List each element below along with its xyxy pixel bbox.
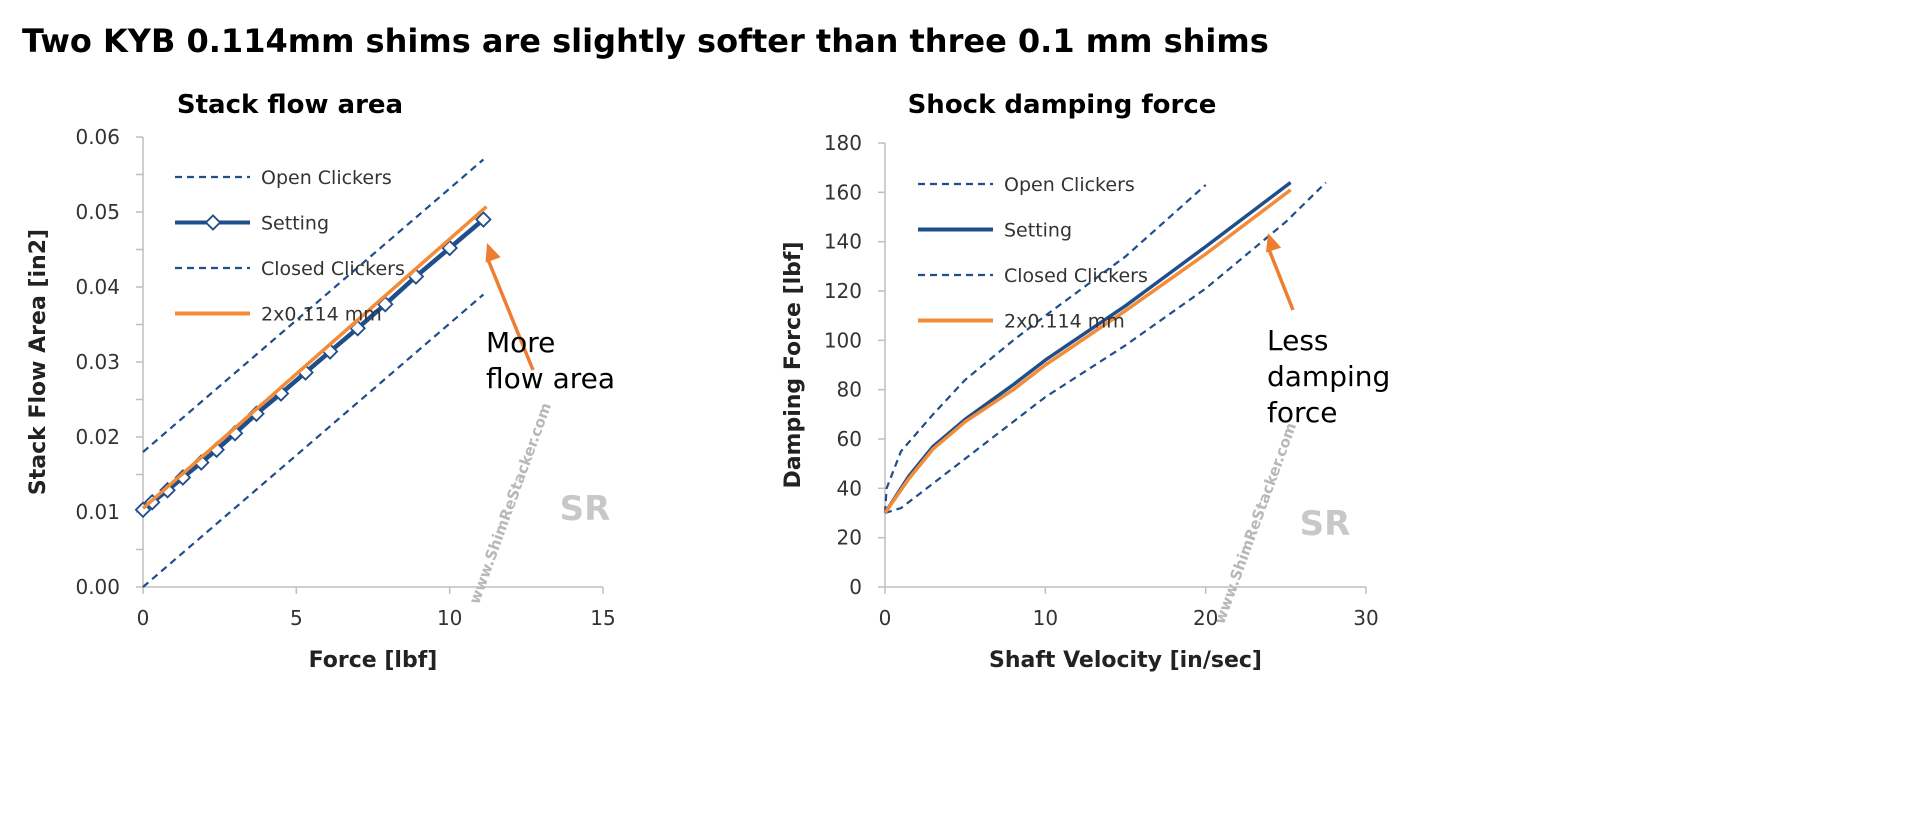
y-tick-label: 0 — [849, 575, 862, 599]
y-tick-label: 180 — [824, 131, 862, 155]
x-axis-label: Shaft Velocity [in/sec] — [989, 648, 1262, 673]
legend-label: 2x0.114 mm — [1004, 311, 1125, 333]
y-tick-label: 20 — [837, 526, 862, 550]
annotation-text: Less — [1267, 324, 1329, 357]
y-tick-label: 0.05 — [75, 200, 120, 224]
x-tick-label: 0 — [137, 606, 150, 630]
annotation-text: damping — [1267, 360, 1390, 393]
data-point-marker — [475, 211, 492, 228]
y-tick-label: 0.06 — [75, 125, 120, 149]
annotation-text: More — [486, 326, 555, 359]
x-axis-label: Force [lbf] — [309, 648, 438, 673]
stack-flow-chart: Stack flow area www.ShimReStacker.com SR 0.… — [26, 90, 616, 673]
x-tick-label: 10 — [437, 606, 462, 630]
y-tick-label: 60 — [837, 427, 862, 451]
series-line-open-clickers — [142, 158, 485, 453]
y-tick-label: 160 — [824, 180, 862, 204]
x-tick-label: 10 — [1033, 606, 1058, 630]
y-tick-label: 40 — [837, 476, 862, 500]
legend-label: Setting — [1004, 220, 1072, 242]
legend-marker — [204, 214, 222, 231]
data-point-marker — [174, 469, 192, 486]
legend-label: Closed Clickers — [1004, 265, 1148, 287]
x-tick-label: 30 — [1353, 606, 1378, 630]
watermark-logo: www.ShimReStacker.com — [465, 400, 555, 606]
legend-label: Open Clickers — [261, 167, 392, 189]
y-tick-label: 80 — [837, 378, 862, 402]
arrow-head-icon — [485, 243, 501, 263]
y-tick-label: 120 — [824, 279, 862, 303]
y-tick-label: 0.01 — [75, 500, 120, 524]
x-tick-label: 0 — [879, 606, 892, 630]
series-line-2x0-114-mm — [883, 188, 1292, 514]
annotation-text: flow area — [486, 362, 615, 395]
legend-label: Open Clickers — [1004, 174, 1135, 196]
legend-label: Setting — [261, 213, 329, 235]
arrow-head-icon — [1265, 233, 1282, 253]
series-line-setting — [883, 181, 1292, 514]
y-axis-label: Damping Force [lbf] — [781, 241, 806, 488]
y-tick-label: 0.03 — [75, 350, 120, 374]
series-line-open-clickers — [883, 184, 1207, 514]
y-tick-label: 0.02 — [75, 425, 120, 449]
damping-force-chart: Shock damping force www.ShimReStacker.com… — [781, 90, 1390, 673]
watermark-logo: www.ShimReStacker.com — [1210, 420, 1300, 626]
chart-title: Stack flow area — [177, 90, 403, 120]
watermark-sr-logo: SR — [560, 489, 611, 529]
y-tick-label: 100 — [824, 328, 862, 352]
figure-title: Two KYB 0.114mm shims are slightly softe… — [22, 22, 1269, 60]
x-tick-label: 5 — [290, 606, 303, 630]
annotation-arrow — [485, 256, 535, 371]
series-line-setting — [141, 217, 485, 512]
y-tick-label: 0.04 — [75, 275, 120, 299]
annotation-arrow — [1266, 246, 1295, 311]
series-line-2x0-114-mm — [141, 205, 488, 510]
y-tick-label: 140 — [824, 230, 862, 254]
y-axis-label: Stack Flow Area [in2] — [26, 229, 51, 495]
legend-label: 2x0.114 mm — [261, 304, 382, 326]
data-point-marker — [159, 481, 176, 499]
series-line-closed-clickers — [884, 181, 1327, 515]
x-tick-label: 20 — [1193, 606, 1218, 630]
annotation-text: force — [1267, 396, 1338, 429]
watermark-sr-logo: SR — [1300, 504, 1351, 544]
chart-title: Shock damping force — [908, 90, 1217, 120]
series-line-closed-clickers — [142, 293, 485, 588]
y-tick-label: 0.00 — [75, 575, 120, 599]
x-tick-label: 15 — [590, 606, 615, 630]
legend-label: Closed Clickers — [261, 258, 405, 280]
